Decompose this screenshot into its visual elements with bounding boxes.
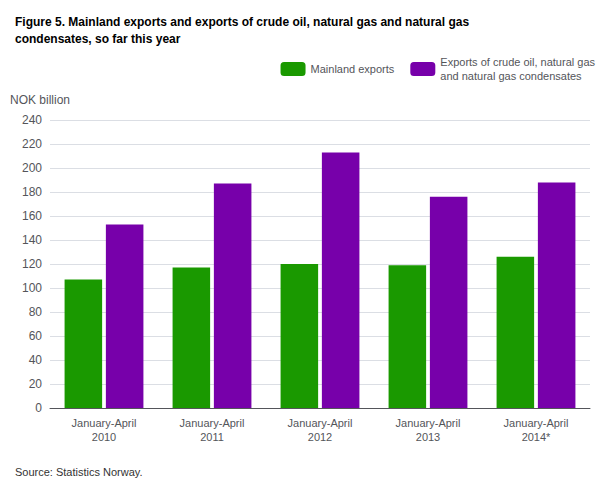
svg-text:160: 160 bbox=[22, 209, 42, 223]
svg-text:60: 60 bbox=[29, 329, 43, 343]
svg-text:2014*: 2014* bbox=[522, 431, 551, 443]
svg-text:Source: Statistics Norway.: Source: Statistics Norway. bbox=[15, 466, 143, 478]
svg-text:2013: 2013 bbox=[416, 431, 440, 443]
svg-text:NOK billion: NOK billion bbox=[10, 93, 70, 107]
svg-text:100: 100 bbox=[22, 281, 42, 295]
svg-text:2010: 2010 bbox=[92, 431, 116, 443]
svg-text:Exports of crude oil, natural: Exports of crude oil, natural gas bbox=[440, 56, 595, 68]
svg-text:120: 120 bbox=[22, 257, 42, 271]
svg-text:January-April: January-April bbox=[396, 417, 461, 429]
svg-text:200: 200 bbox=[22, 161, 42, 175]
svg-text:Mainland exports: Mainland exports bbox=[311, 63, 395, 75]
svg-text:Figure 5. Mainland exports and: Figure 5. Mainland exports and exports o… bbox=[15, 15, 469, 29]
svg-text:40: 40 bbox=[29, 353, 43, 367]
svg-text:180: 180 bbox=[22, 185, 42, 199]
svg-text:220: 220 bbox=[22, 137, 42, 151]
svg-text:and natural gas condensates: and natural gas condensates bbox=[440, 70, 582, 82]
svg-text:0: 0 bbox=[35, 401, 42, 415]
svg-text:January-April: January-April bbox=[180, 417, 245, 429]
svg-text:2011: 2011 bbox=[200, 431, 224, 443]
svg-text:20: 20 bbox=[29, 377, 43, 391]
svg-text:80: 80 bbox=[29, 305, 43, 319]
svg-text:2012: 2012 bbox=[308, 431, 332, 443]
svg-text:240: 240 bbox=[22, 113, 42, 127]
svg-text:condensates, so far this year: condensates, so far this year bbox=[15, 32, 181, 46]
svg-text:January-April: January-April bbox=[288, 417, 353, 429]
svg-text:140: 140 bbox=[22, 233, 42, 247]
svg-text:January-April: January-April bbox=[504, 417, 569, 429]
svg-text:January-April: January-April bbox=[72, 417, 137, 429]
